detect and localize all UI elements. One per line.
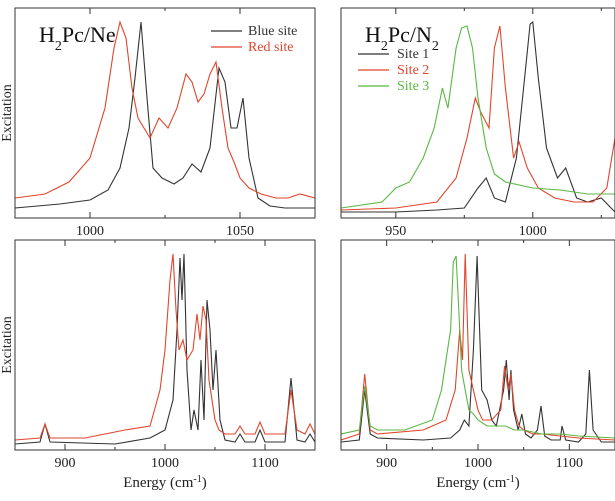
- panel-title: H2Pc/N2: [365, 22, 439, 54]
- x-tick-label: 1100: [556, 456, 583, 471]
- x-tick-label: 1000: [151, 456, 179, 471]
- panel-4: 900 1000 1100 Energy (cm-1): [340, 239, 615, 492]
- legend-entry: Site 1: [397, 47, 429, 62]
- legend-entry: Site 2: [397, 63, 429, 78]
- x-axis-label: Energy (cm-1): [123, 474, 206, 492]
- x-axis-label: Energy (cm-1): [436, 474, 519, 492]
- series-line-red-site: [15, 20, 315, 199]
- series-line-site-3: [341, 25, 615, 209]
- legend-entry: Blue site: [248, 24, 297, 39]
- series-line-blue-site: [15, 21, 315, 209]
- series-line-1: [15, 253, 315, 445]
- series-line-3: [341, 255, 615, 439]
- series-line-2: [341, 253, 615, 441]
- x-tick-label: 1000: [76, 224, 104, 239]
- x-tick-label: 900: [376, 456, 397, 471]
- x-tick-label: 1100: [251, 456, 278, 471]
- panel-title: H2Pc/Ne: [39, 22, 116, 54]
- x-tick-label: 950: [385, 224, 406, 239]
- y-axis-label: Excitation: [0, 316, 15, 374]
- x-tick-label: 1000: [519, 224, 547, 239]
- x-tick-label: 1050: [226, 224, 254, 239]
- y-axis-label: Excitation: [0, 84, 15, 142]
- x-tick-label: 1000: [464, 456, 492, 471]
- series-line-site-1: [341, 20, 615, 213]
- series-line-2: [15, 253, 315, 441]
- panel-3: 900 1000 1100 Excitation Energy (cm-1): [0, 239, 316, 492]
- plot-frame: [340, 7, 615, 219]
- series-line-1: [341, 255, 615, 443]
- legend-entry: Red site: [248, 40, 294, 55]
- legend-entry: Site 3: [397, 79, 429, 94]
- series-line-site-2: [341, 25, 615, 211]
- x-tick-label: 900: [55, 456, 76, 471]
